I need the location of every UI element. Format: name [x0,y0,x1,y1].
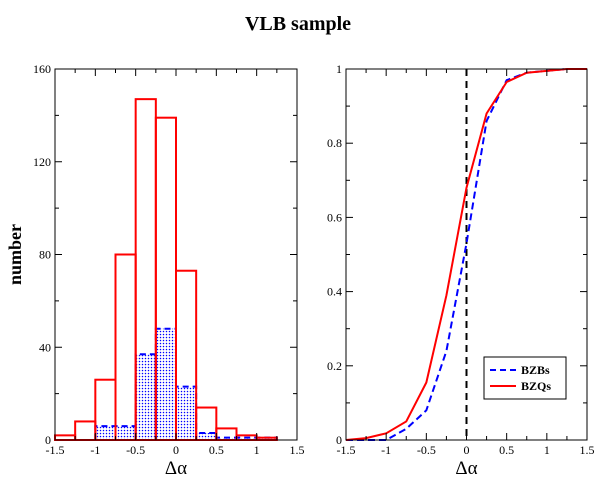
x-tick-label: 1.5 [580,443,595,457]
x-tick-label: 1.5 [290,443,305,457]
y-tick-label: 120 [33,155,51,169]
bzbs-bar-fill [155,328,176,440]
y-tick-label: 0.6 [327,210,342,224]
x-tick-label: 1 [544,443,550,457]
bzbs-bar-fill [256,437,277,440]
x-tick-label: 0.5 [499,443,514,457]
x-axis-label: Δα [165,458,187,479]
bzbs-bar-fill [115,426,136,440]
y-tick-label: 0 [336,433,342,447]
x-tick-label: -1.5 [337,443,356,457]
legend-label-bzbs: BZBs [521,363,550,377]
bzqs-bar [54,434,77,441]
y-tick-label: 1 [336,62,342,76]
x-tick-label: 0 [464,443,470,457]
y-tick-label: 40 [39,340,51,354]
x-tick-label: -0.5 [126,443,145,457]
bzbs-bar-fill [176,386,197,440]
bzbs-bar-fill [135,354,156,440]
bzbs-bar-fill [236,437,257,440]
legend-box [483,356,567,400]
y-axis-label: number [5,224,25,285]
y-tick-label: 0.2 [327,359,342,373]
x-tick-label: 0.5 [209,443,224,457]
legend: BZBs BZQs [483,356,567,400]
x-tick-label: 0 [173,443,179,457]
bzbs-bar-fill [95,426,116,440]
y-tick-label: 0 [45,433,51,447]
y-tick-label: 0.4 [327,285,342,299]
bzqs-bar [74,420,97,442]
legend-label-bzqs: BZQs [521,379,551,393]
x-tick-label: -1 [90,443,100,457]
figure-title: VLB sample [245,13,351,35]
cumulative-panel: -1.5 -1 -0.5 0 0.5 1 1.500.20.40.60.81ΔαBZBsBZ… [327,62,595,479]
x-tick-label: 1 [254,443,260,457]
bzqs-bar [114,253,137,441]
histogram-panel: -1.5 -1 -0.5 0 0.5 1 1.5 0 40 80 120 160 Δα number [5,62,305,479]
x-axis-label: Δα [455,458,477,479]
y-tick-label: 0.8 [327,136,342,150]
y-tick-label: 160 [33,62,51,76]
bzbs-bar-fill [196,433,217,440]
x-tick-label: -1.5 [46,443,65,457]
x-tick-label: -1 [381,443,391,457]
bzbs-bar-fill [216,437,237,440]
x-tick-label: -0.5 [417,443,436,457]
y-tick-label: 80 [39,248,51,262]
